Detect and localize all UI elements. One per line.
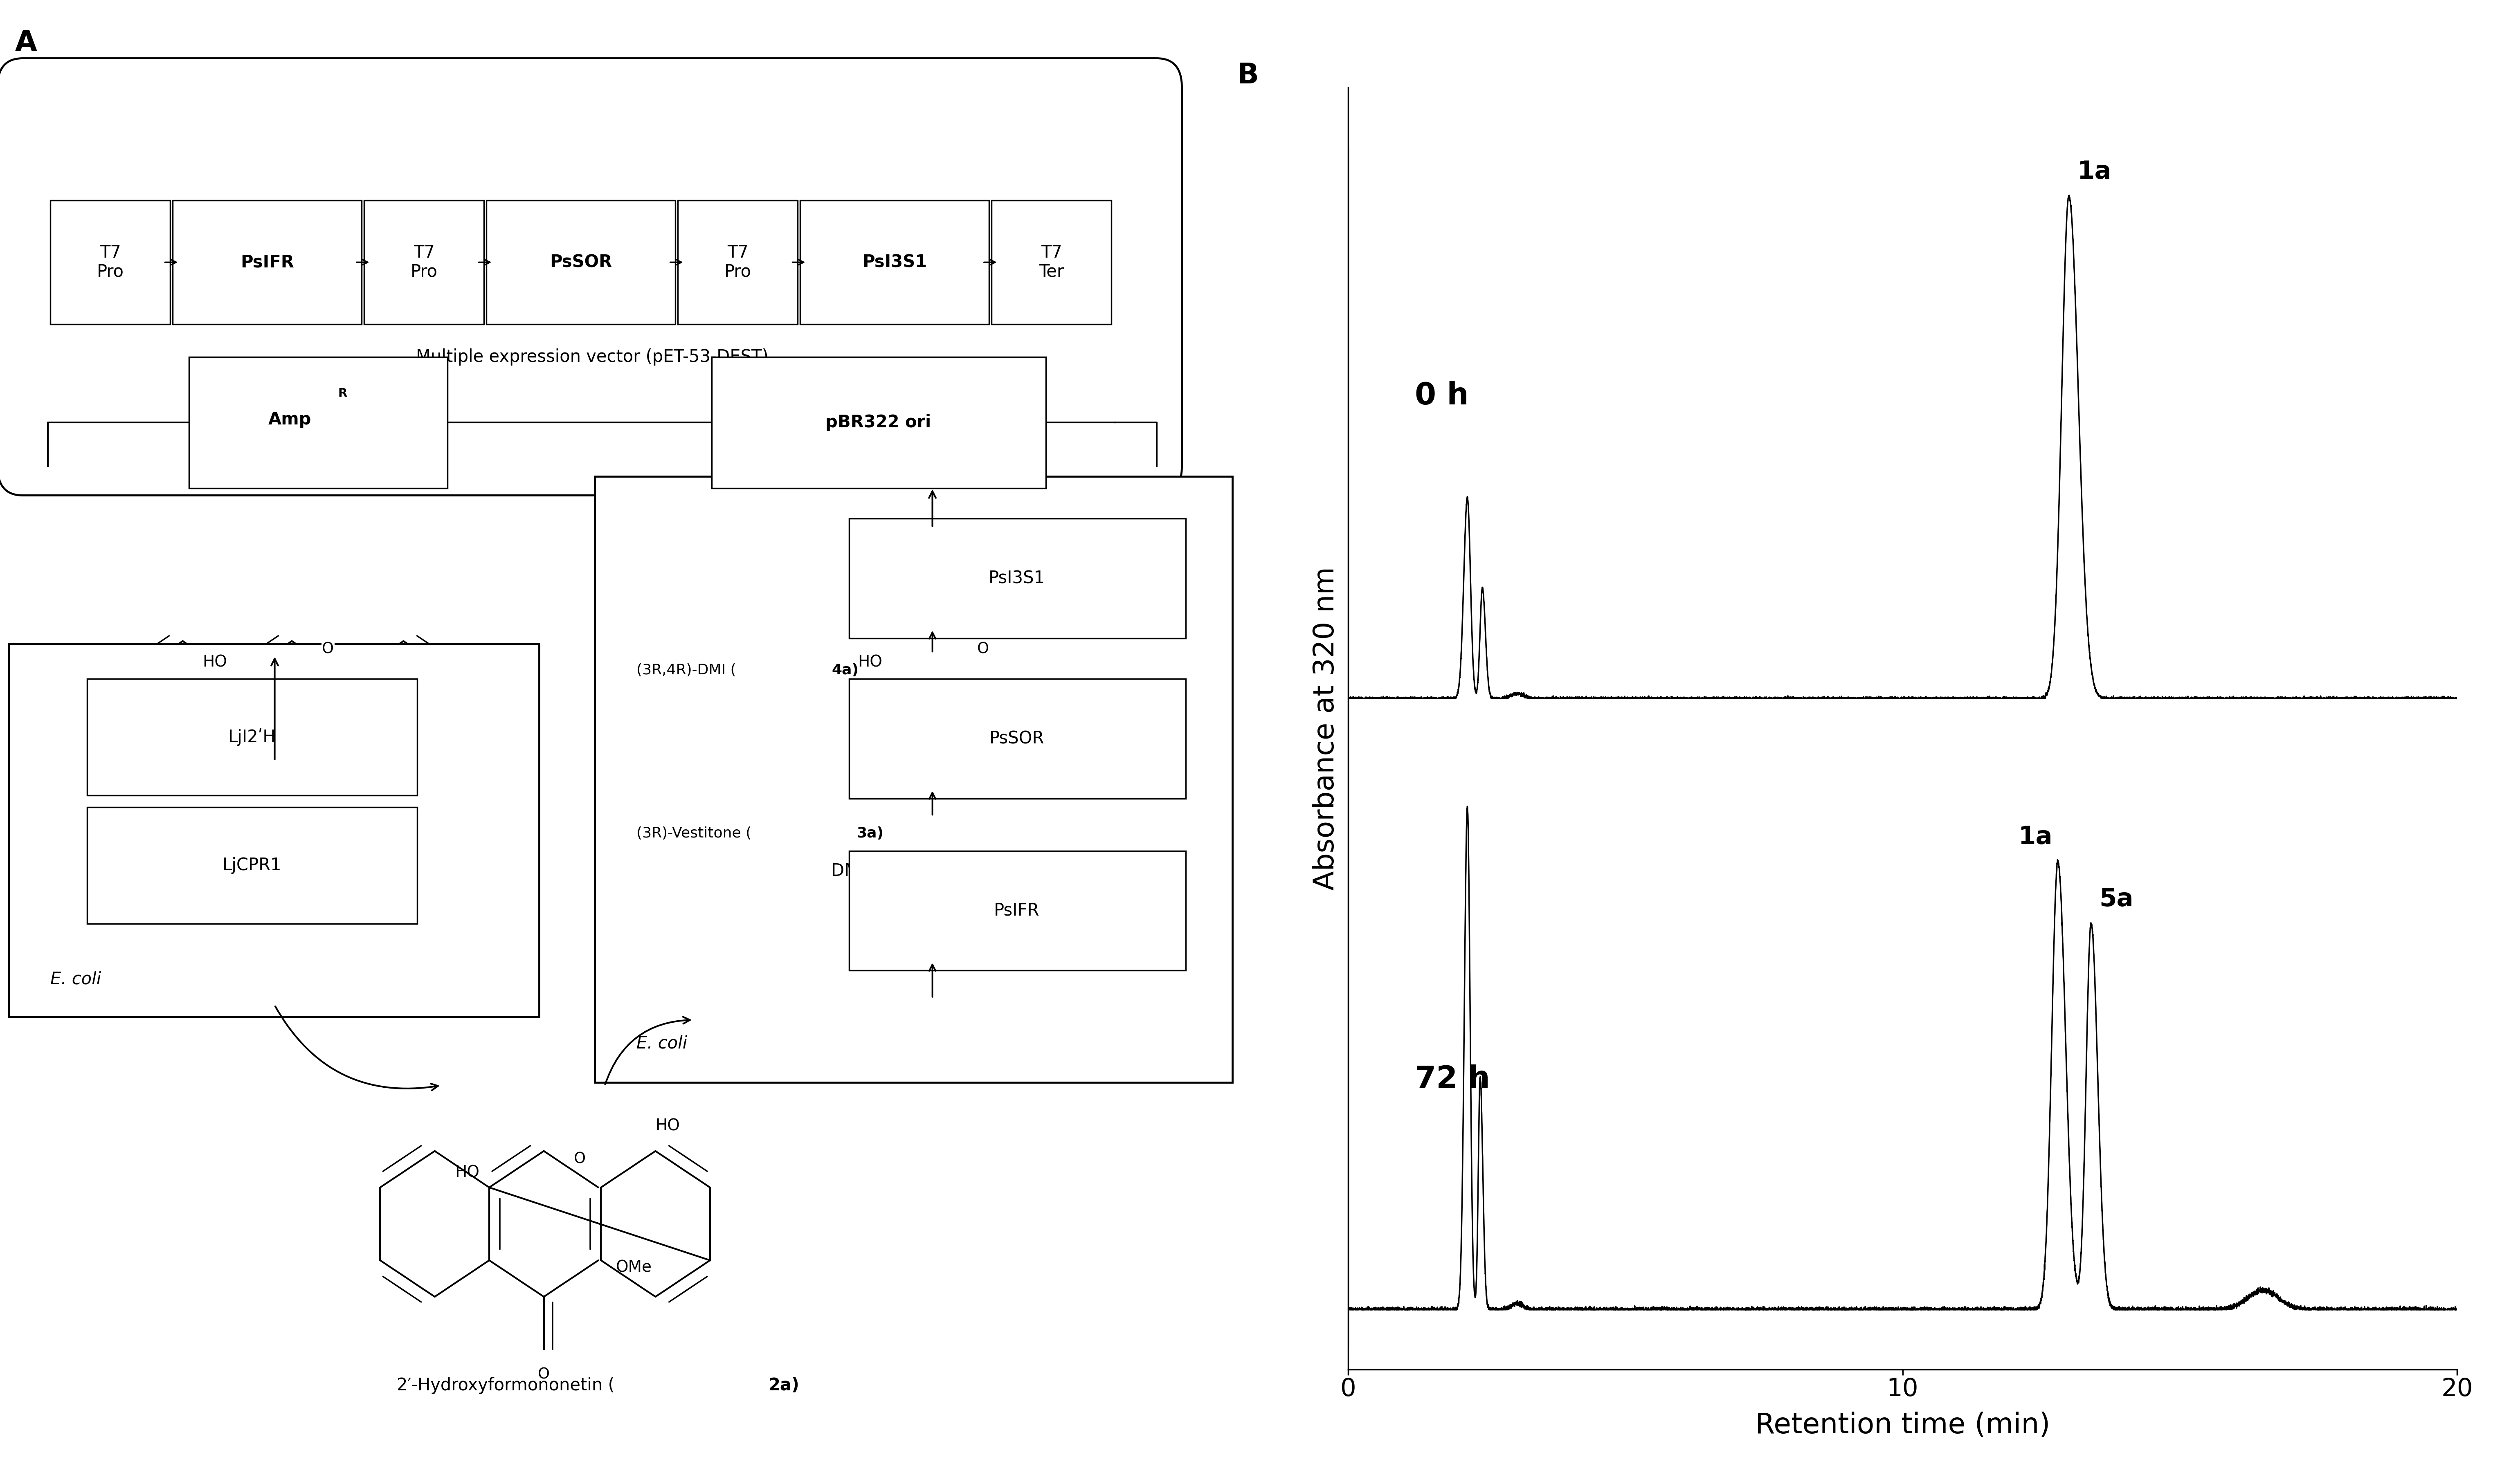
FancyBboxPatch shape — [849, 679, 1187, 798]
Text: PsIFR: PsIFR — [239, 254, 295, 271]
Text: 5a: 5a — [2099, 887, 2134, 911]
Text: O: O — [575, 1151, 585, 1167]
Text: HO: HO — [655, 1118, 680, 1134]
Text: HO: HO — [454, 1164, 479, 1180]
Text: PsSOR: PsSOR — [990, 730, 1043, 747]
Text: HO: HO — [857, 654, 882, 670]
FancyBboxPatch shape — [849, 851, 1187, 970]
Text: 1a: 1a — [2019, 825, 2051, 849]
FancyBboxPatch shape — [849, 519, 1187, 638]
Text: Amp: Amp — [267, 411, 312, 428]
Text: O: O — [978, 641, 988, 657]
Text: T7
Pro: T7 Pro — [411, 245, 438, 280]
Text: 72 h: 72 h — [1414, 1064, 1489, 1094]
FancyBboxPatch shape — [595, 476, 1232, 1083]
Text: 1a): 1a) — [280, 863, 310, 880]
Text: (3R,4R)-DMI (: (3R,4R)-DMI ( — [635, 663, 736, 678]
Text: E. coli: E. coli — [635, 1034, 688, 1052]
Text: LjI2ʹH: LjI2ʹH — [229, 728, 275, 746]
Text: OMe: OMe — [615, 1260, 653, 1275]
Text: E. coli: E. coli — [50, 970, 101, 988]
Text: T7
Pro: T7 Pro — [96, 245, 123, 280]
Text: pBR322 ori: pBR322 ori — [827, 414, 930, 431]
Text: OMe: OMe — [363, 750, 401, 765]
FancyBboxPatch shape — [678, 200, 796, 323]
FancyBboxPatch shape — [189, 357, 446, 488]
Text: Multiple expression vector (pET-53-DEST): Multiple expression vector (pET-53-DEST) — [416, 348, 769, 366]
Text: T7
Pro: T7 Pro — [723, 245, 751, 280]
Text: 2a): 2a) — [769, 1377, 799, 1394]
Text: 1a: 1a — [2076, 160, 2112, 184]
Text: PsI3S1: PsI3S1 — [988, 570, 1046, 587]
Text: A: A — [15, 29, 38, 57]
Text: Formononetin (: Formononetin ( — [96, 863, 227, 880]
FancyBboxPatch shape — [713, 357, 1046, 488]
FancyBboxPatch shape — [365, 200, 484, 323]
Text: DMIF (: DMIF ( — [832, 863, 887, 880]
Text: PsSOR: PsSOR — [549, 254, 612, 271]
Text: O: O — [323, 641, 333, 657]
FancyBboxPatch shape — [86, 679, 418, 796]
Text: HO: HO — [202, 654, 227, 670]
FancyBboxPatch shape — [8, 644, 539, 1017]
Text: 3a): 3a) — [857, 826, 885, 841]
FancyBboxPatch shape — [86, 807, 418, 924]
Text: T7
Ter: T7 Ter — [1038, 245, 1063, 280]
Text: O: O — [285, 857, 297, 871]
FancyBboxPatch shape — [171, 200, 363, 323]
Text: PsI3S1: PsI3S1 — [862, 254, 927, 271]
FancyBboxPatch shape — [50, 200, 171, 323]
Text: 5a): 5a) — [915, 863, 945, 880]
Y-axis label: Absorbance at 320 nm: Absorbance at 320 nm — [1313, 567, 1341, 890]
FancyBboxPatch shape — [801, 200, 988, 323]
Text: HO: HO — [1079, 720, 1104, 736]
Text: 4a): 4a) — [832, 663, 859, 678]
FancyBboxPatch shape — [486, 200, 675, 323]
X-axis label: Retention time (min): Retention time (min) — [1754, 1412, 2051, 1440]
Text: OMe: OMe — [1023, 750, 1061, 765]
Text: (3R)-Vestitone (: (3R)-Vestitone ( — [635, 826, 751, 841]
Text: LjCPR1: LjCPR1 — [222, 857, 282, 874]
Text: 0 h: 0 h — [1414, 382, 1469, 411]
FancyBboxPatch shape — [0, 58, 1182, 495]
Text: PsIFR: PsIFR — [993, 902, 1041, 919]
Text: R: R — [338, 388, 348, 399]
Text: 2′-Hydroxyformononetin (: 2′-Hydroxyformononetin ( — [398, 1377, 615, 1394]
Text: O: O — [537, 1367, 549, 1381]
Text: B: B — [1237, 61, 1260, 89]
FancyBboxPatch shape — [993, 200, 1111, 323]
